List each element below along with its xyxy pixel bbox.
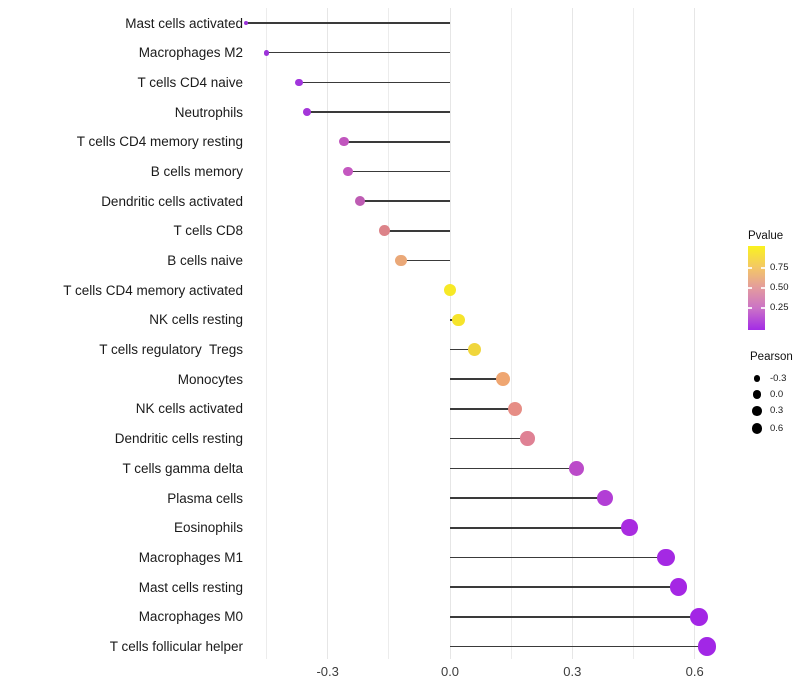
pvalue-bar-tick: [761, 287, 765, 289]
lollipop-stem: [450, 645, 707, 648]
pearson-legend-title: Pearson: [750, 351, 793, 363]
lollipop-dot: [496, 372, 510, 387]
lollipop-stem: [450, 408, 516, 410]
pearson-tick-label: 0.3: [770, 405, 784, 416]
lollipop-dot: [657, 548, 675, 567]
pvalue-legend-title: Pvalue: [748, 230, 784, 242]
row-label: Macrophages M1: [138, 549, 243, 565]
pearson-tick-label: -0.3: [770, 372, 787, 384]
x-tick-label: -0.3: [316, 664, 339, 679]
row-label: Mast cells activated: [125, 15, 243, 31]
lollipop-dot: [295, 78, 303, 87]
lollipop-stem: [343, 140, 450, 143]
lollipop-dot: [339, 137, 349, 147]
pvalue-bar-tick: [761, 267, 765, 269]
major-gridline: [449, 8, 451, 659]
row-label: T cells CD4 memory resting: [76, 134, 243, 150]
minor-gridline: [265, 8, 267, 659]
lollipop-stem: [401, 259, 450, 262]
pvalue-bar-tick: [748, 307, 752, 309]
lollipop-dot: [697, 637, 716, 656]
row-label: B cells memory: [150, 163, 243, 179]
row-label: Mast cells resting: [138, 579, 243, 595]
row-label: Plasma cells: [167, 490, 243, 506]
pvalue-tick-label: 0.25: [770, 302, 789, 313]
pvalue-bar-tick: [748, 267, 752, 269]
lollipop-dot: [520, 431, 535, 446]
row-label: Macrophages M0: [138, 609, 243, 625]
major-gridline: [571, 8, 573, 659]
lollipop-dot: [451, 313, 465, 327]
lollipop-stem: [450, 556, 667, 559]
pearson-tick-label: 0.0: [770, 388, 784, 400]
lollipop-stem: [450, 497, 605, 499]
pvalue-bar-tick: [748, 287, 752, 289]
pvalue-tick-label: 0.75: [770, 262, 789, 273]
row-label: T cells CD4 memory activated: [63, 282, 243, 298]
pvalue-gradient-bar: [748, 246, 765, 330]
lollipop-dot: [467, 342, 482, 357]
lollipop-dot: [443, 283, 457, 297]
row-label: T cells CD4 naive: [137, 74, 243, 90]
lollipop-dot: [243, 20, 249, 26]
major-gridline: [327, 8, 329, 659]
lollipop-stem: [450, 437, 528, 440]
lollipop-stem: [266, 51, 450, 54]
lollipop-stem: [307, 111, 450, 113]
pearson-legend-dot: [751, 423, 763, 434]
minor-gridline: [633, 8, 634, 659]
lollipop-dot: [669, 578, 688, 596]
row-label: T cells follicular helper: [109, 638, 243, 654]
lollipop-stem: [450, 526, 630, 529]
lollipop-dot: [395, 254, 407, 267]
lollipop-stem: [450, 348, 475, 351]
lollipop-stem: [360, 200, 450, 202]
lollipop-dot: [508, 401, 523, 417]
row-label: NK cells activated: [135, 401, 243, 417]
lollipop-stem: [450, 378, 503, 381]
pvalue-tick-label: 0.50: [770, 282, 789, 293]
major-gridline: [694, 8, 696, 659]
pearson-legend-dot: [753, 375, 761, 382]
pearson-tick-label: 0.6: [770, 422, 784, 434]
lollipop-dot: [379, 225, 391, 237]
minor-gridline: [510, 8, 512, 659]
minor-gridline: [388, 8, 390, 659]
lollipop-dot: [568, 460, 585, 477]
row-label: Dendritic cells resting: [114, 431, 243, 447]
x-tick-label: 0.6: [685, 664, 704, 679]
pearson-legend-dot: [752, 406, 762, 416]
lollipop-dot: [355, 196, 366, 207]
row-label: Eosinophils: [173, 520, 243, 536]
lollipop-dot: [596, 489, 614, 507]
row-label: Neutrophils: [174, 104, 243, 120]
lollipop-stem: [450, 586, 679, 588]
lollipop-stem: [450, 616, 699, 618]
lollipop-dot: [343, 166, 353, 177]
row-label: T cells gamma delta: [122, 460, 243, 476]
pearson-legend-dot: [752, 390, 762, 399]
lollipop-stem: [299, 81, 450, 84]
lollipop-dot: [621, 519, 638, 537]
lollipop-stem: [384, 230, 450, 232]
lollipop-stem: [246, 22, 450, 24]
row-label: Monocytes: [177, 371, 243, 387]
lollipop-dot: [263, 49, 270, 56]
row-label: Macrophages M2: [138, 45, 243, 61]
row-label: T cells CD8: [173, 223, 243, 239]
x-tick-label: 0.0: [440, 664, 460, 679]
row-label: B cells naive: [167, 253, 243, 269]
lollipop-stem: [348, 170, 450, 173]
x-tick-label: 0.3: [563, 664, 582, 679]
row-label: T cells regulatory Tregs: [99, 342, 243, 358]
row-label: NK cells resting: [149, 312, 243, 328]
row-label: Dendritic cells activated: [101, 193, 243, 209]
pvalue-bar-tick: [761, 307, 765, 309]
lollipop-dot: [689, 607, 708, 626]
lollipop-dot: [303, 108, 312, 116]
lollipop-stem: [450, 467, 577, 470]
